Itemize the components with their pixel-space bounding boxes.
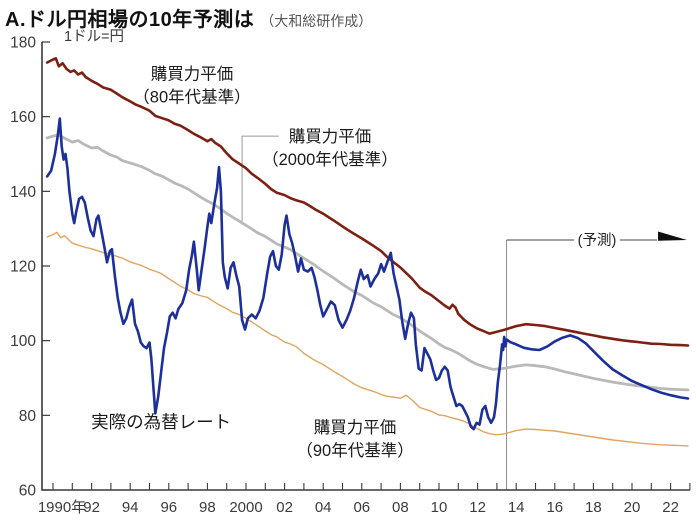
x-tick-label: 02 <box>276 499 293 516</box>
x-tick-label: 98 <box>199 499 216 516</box>
x-tick-label: 1990年 <box>38 499 86 516</box>
x-tick-label: 18 <box>585 499 602 516</box>
ppp80-label: （80年代基準） <box>133 88 250 107</box>
label-leader-line <box>241 135 279 222</box>
series-line-ppp-2000s <box>45 133 690 392</box>
x-tick-label: 10 <box>431 499 448 516</box>
x-tick-label: 16 <box>546 499 563 516</box>
series-line-actual-rate <box>45 117 690 431</box>
x-tick-label: 14 <box>508 499 525 516</box>
x-tick-label: 94 <box>122 499 139 516</box>
source-note: （大和総研作成） <box>260 13 373 29</box>
y-tick-label: 120 <box>10 259 36 276</box>
y-tick-label: 80 <box>19 408 37 425</box>
y-tick-label: 60 <box>19 483 37 500</box>
x-tick-label: 2000 <box>229 499 262 516</box>
y-tick-label: 100 <box>10 333 36 350</box>
ppp2000-label: （2000年代基準） <box>262 150 398 169</box>
y-tick-label: 160 <box>10 109 36 126</box>
forecast-label: (予測) <box>578 232 617 249</box>
actual-label: 実際の為替レート <box>91 412 231 432</box>
series-line-ppp-90s <box>46 231 689 447</box>
page-title: A.ドル円相場の10年予測は <box>5 9 255 31</box>
y-tick-label: 140 <box>10 184 36 201</box>
y-axis-unit-label: 1ドル=円 <box>64 29 124 45</box>
ppp2000-label: 購買力平価 <box>289 127 372 146</box>
x-tick-label: 92 <box>83 499 100 516</box>
ppp90-label: 購買力平価 <box>314 418 397 437</box>
x-tick-label: 96 <box>160 499 177 516</box>
x-tick-label: 08 <box>392 499 409 516</box>
series-line-ppp-80s <box>45 57 690 347</box>
chart-header: A.ドル円相場の10年予測は （大和総研作成） <box>5 3 372 32</box>
y-tick-label: 180 <box>10 35 36 52</box>
forecast-arrowhead-icon <box>658 231 687 241</box>
x-tick-label: 04 <box>315 499 332 516</box>
ppp80-label: 購買力平価 <box>151 65 234 84</box>
x-tick-label: 06 <box>353 499 370 516</box>
x-tick-label: 22 <box>662 499 679 516</box>
x-tick-label: 12 <box>469 499 486 516</box>
x-tick-label: 20 <box>624 499 641 516</box>
ppp90-label: （90年代基準） <box>296 441 413 460</box>
